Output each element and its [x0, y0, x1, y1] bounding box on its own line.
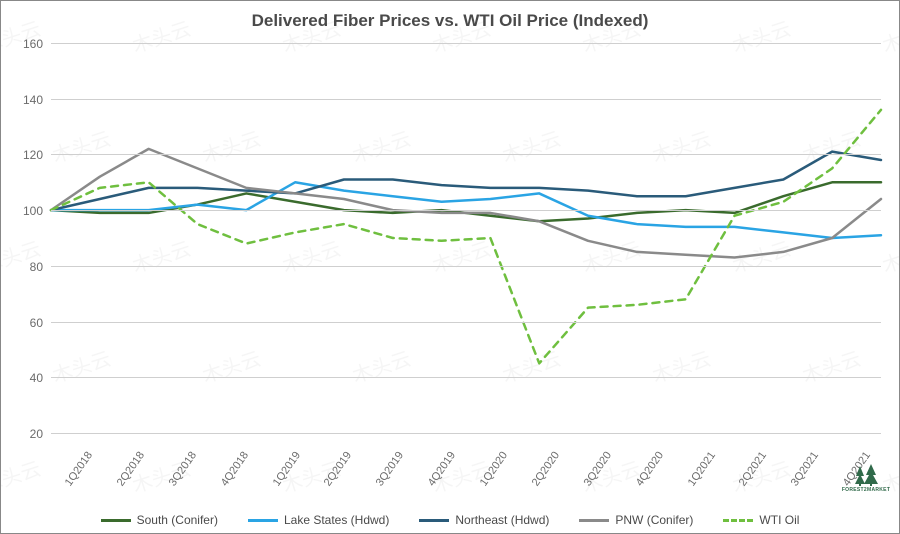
y-tick-label: 120 [23, 148, 43, 162]
legend-item: WTI Oil [723, 513, 799, 527]
y-tick-label: 140 [23, 93, 43, 107]
legend-label: PNW (Conifer) [615, 513, 693, 527]
legend-swatch [579, 519, 609, 522]
series-line [51, 149, 881, 258]
y-tick-label: 20 [30, 427, 43, 441]
x-tick-label: 3Q2020 [582, 450, 614, 489]
x-tick-label: 2Q2018 [115, 450, 147, 489]
gridline: 120 [51, 154, 881, 155]
y-tick-label: 160 [23, 37, 43, 51]
legend-swatch [419, 519, 449, 522]
legend: South (Conifer) Lake States (Hdwd) Northea… [1, 513, 899, 527]
x-tick-label: 2Q2021 [737, 450, 769, 489]
x-tick-label: 2Q2019 [322, 450, 354, 489]
legend-label: South (Conifer) [137, 513, 218, 527]
gridline: 140 [51, 99, 881, 100]
series-line [51, 110, 881, 364]
x-tick-label: 4Q2020 [633, 450, 665, 489]
legend-label: Northeast (Hdwd) [455, 513, 549, 527]
x-tick-label: 1Q2019 [270, 450, 302, 489]
plot-area: 20 40 60 80 100 120 140 160 [51, 43, 881, 433]
watermark-text: 木头云 [1, 452, 44, 498]
y-tick-label: 100 [23, 204, 43, 218]
legend-item: South (Conifer) [101, 513, 218, 527]
gridline: 100 [51, 210, 881, 211]
x-tick-label: 3Q2019 [374, 450, 406, 489]
gridline: 40 [51, 377, 881, 378]
x-tick-label: 1Q2021 [685, 450, 717, 489]
gridline: 60 [51, 322, 881, 323]
x-axis-labels: 1Q2018 2Q2018 3Q2018 4Q2018 1Q2019 2Q2019 3Q20… [51, 439, 881, 499]
x-tick-label: 4Q2019 [426, 450, 458, 489]
chart-frame: Delivered Fiber Prices vs. WTI Oil Price… [0, 0, 900, 534]
y-tick-label: 40 [30, 371, 43, 385]
legend-swatch [101, 519, 131, 522]
tree-icon [853, 464, 879, 486]
y-tick-label: 80 [30, 260, 43, 274]
legend-label: Lake States (Hdwd) [284, 513, 389, 527]
chart-title: Delivered Fiber Prices vs. WTI Oil Price… [1, 11, 899, 31]
x-tick-label: 1Q2018 [63, 450, 95, 489]
series-lines-svg [51, 43, 881, 433]
gridline: 160 [51, 43, 881, 44]
legend-swatch [723, 519, 753, 522]
legend-item: Lake States (Hdwd) [248, 513, 389, 527]
x-tick-label: 1Q2020 [478, 450, 510, 489]
legend-label: WTI Oil [759, 513, 799, 527]
x-tick-label: 3Q2021 [789, 450, 821, 489]
gridline: 20 [51, 433, 881, 434]
watermark-text: 木头云 [878, 232, 899, 278]
legend-item: Northeast (Hdwd) [419, 513, 549, 527]
x-tick-label: 4Q2018 [218, 450, 250, 489]
legend-swatch [248, 519, 278, 522]
logo-text: FOREST2MARKET [842, 487, 890, 493]
y-tick-label: 60 [30, 316, 43, 330]
x-tick-label: 3Q2018 [167, 450, 199, 489]
x-tick-label: 2Q2020 [530, 450, 562, 489]
gridline: 80 [51, 266, 881, 267]
legend-item: PNW (Conifer) [579, 513, 693, 527]
forest2market-logo: FOREST2MARKET [845, 457, 887, 499]
